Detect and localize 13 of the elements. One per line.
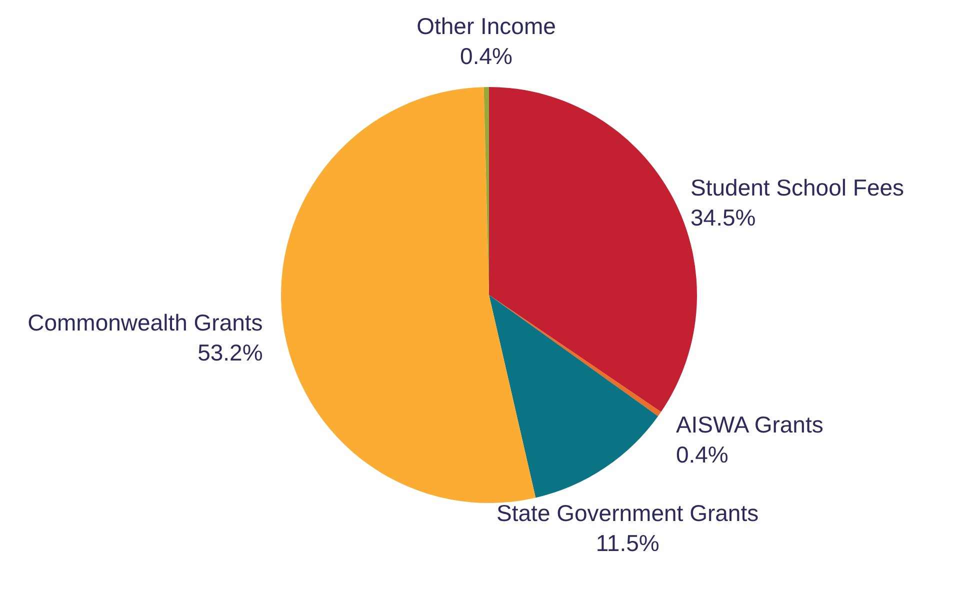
slice-label: Other Income: [416, 13, 556, 40]
pie-slice: [281, 87, 536, 503]
pie-slice: [489, 295, 662, 416]
pie-slice: [489, 295, 658, 498]
slice-label: State Government Grants: [496, 500, 759, 526]
data-label: 53.2%: [198, 340, 263, 366]
data-label: 11.5%: [596, 530, 660, 556]
data-label: 0.4%: [676, 442, 728, 468]
slice-label: Commonwealth Grants: [28, 310, 263, 336]
slice-label: AISWA Grants: [676, 412, 824, 438]
slice-label: Student School Fees: [690, 174, 904, 200]
data-label: 34.5%: [690, 204, 756, 230]
data-label: 0.4%: [460, 43, 512, 70]
